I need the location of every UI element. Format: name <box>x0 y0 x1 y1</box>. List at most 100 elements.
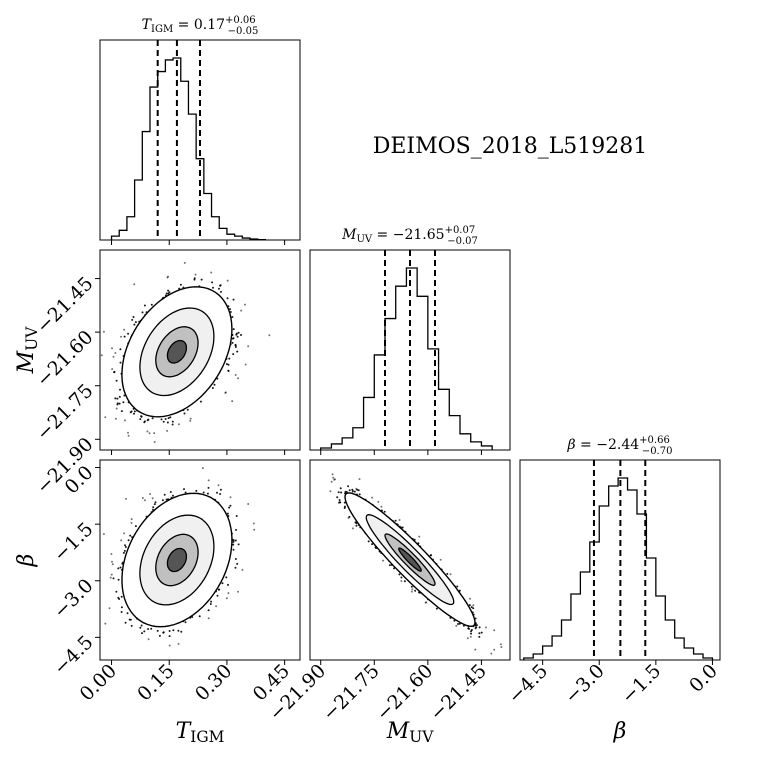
scatter-point <box>189 419 192 422</box>
scatter-point <box>146 419 149 422</box>
scatter-point <box>147 628 150 630</box>
scatter-point <box>130 410 133 413</box>
scatter-point <box>228 357 231 360</box>
target-name: DEIMOS_2018_L519281 <box>373 134 648 159</box>
hist-frame-t <box>99 39 301 241</box>
scatter-point <box>163 493 166 496</box>
scatter-point <box>129 534 132 537</box>
scatter-point <box>167 292 170 295</box>
scatter-point <box>120 606 123 609</box>
scatter-point <box>232 298 235 301</box>
scatter-point <box>150 303 153 306</box>
scatter-point <box>244 303 246 306</box>
scatter-point <box>112 355 115 358</box>
scatter-point <box>240 309 243 312</box>
scatter-point <box>133 410 136 413</box>
scatter-point <box>111 368 114 371</box>
scatter-point <box>234 346 237 348</box>
scatter-point <box>231 400 234 403</box>
scatter-point <box>100 354 103 357</box>
scatter-point <box>151 417 154 420</box>
scatter-point <box>154 501 157 504</box>
scatter-point <box>229 504 232 507</box>
scatter-point <box>225 363 228 366</box>
scatter-point <box>127 539 130 542</box>
scatter-point <box>225 576 228 579</box>
scatter-point <box>151 497 154 500</box>
hist-frame-m <box>309 249 511 451</box>
scatter-point <box>118 395 121 398</box>
scatter-point <box>167 289 170 292</box>
scatter-point <box>167 275 169 278</box>
scatter-point <box>120 595 123 598</box>
scatter-point <box>165 292 168 295</box>
scatter-point <box>237 331 240 334</box>
scatter-point <box>169 416 172 419</box>
scatter-point <box>111 563 114 566</box>
scatter-point <box>143 304 146 307</box>
scatter-point <box>113 371 116 374</box>
scatter-point <box>199 400 202 403</box>
scatter-point <box>235 333 238 336</box>
hist-frame-b <box>519 459 721 661</box>
scatter-point <box>231 316 234 318</box>
scatter-point <box>216 491 218 494</box>
scatter-point <box>164 418 167 420</box>
scatter-point <box>120 335 123 338</box>
scatter-point <box>221 582 224 585</box>
scatter-point <box>189 417 192 420</box>
scatter-point <box>119 348 122 351</box>
scatter-point <box>193 277 196 280</box>
scatter-point <box>169 491 172 493</box>
scatter-point <box>228 506 231 509</box>
scatter-point <box>252 522 255 525</box>
hist-step-m <box>320 267 493 450</box>
scatter-point <box>220 290 222 293</box>
scatter-point <box>186 408 189 411</box>
scatter-point <box>124 621 127 624</box>
scatter-point <box>119 388 121 391</box>
scatter-point <box>232 353 235 356</box>
scatter-point <box>212 286 214 289</box>
scatter-point <box>116 397 119 400</box>
scatter-point <box>153 432 156 435</box>
scatter-point <box>130 624 133 627</box>
scatter-point <box>120 410 123 413</box>
scatter-point <box>240 334 242 336</box>
scatter-point <box>184 621 187 624</box>
scatter-point <box>123 335 126 338</box>
scatter-point <box>234 344 237 347</box>
scatter-point <box>111 347 113 350</box>
scatter-point <box>130 522 133 524</box>
scatter-point <box>216 594 219 597</box>
hist-panel-t: TIGM = 0.17+0.06 −0.05 <box>99 15 301 241</box>
scatter-point <box>148 432 151 435</box>
scatter-point <box>231 341 234 344</box>
scatter-point <box>234 539 237 542</box>
scatter-point <box>127 434 130 437</box>
scatter-point <box>229 496 232 499</box>
scatter-point <box>133 323 136 326</box>
scatter-point <box>236 335 239 338</box>
scatter-point <box>133 412 135 415</box>
scatter-point <box>226 279 229 282</box>
scatter-point <box>131 318 134 321</box>
hist-step-t <box>110 57 267 241</box>
scatter-point <box>236 350 239 353</box>
scatter-point <box>164 452 166 454</box>
scatter-point <box>171 420 174 423</box>
hist-title-b: β = −2.44+0.66 −0.70 <box>567 435 673 457</box>
scatter-point <box>168 291 171 294</box>
scatter-point <box>118 402 121 405</box>
scatter-point <box>172 494 174 497</box>
scatter-point <box>224 391 227 394</box>
scatter-point <box>143 420 146 423</box>
scatter-point <box>111 560 113 563</box>
scatter-point <box>133 283 136 286</box>
scatter-point <box>127 431 129 434</box>
scatter-point <box>146 430 149 433</box>
scatter-point <box>134 321 137 324</box>
scatter-point <box>179 283 182 286</box>
scatter-point <box>115 379 118 382</box>
